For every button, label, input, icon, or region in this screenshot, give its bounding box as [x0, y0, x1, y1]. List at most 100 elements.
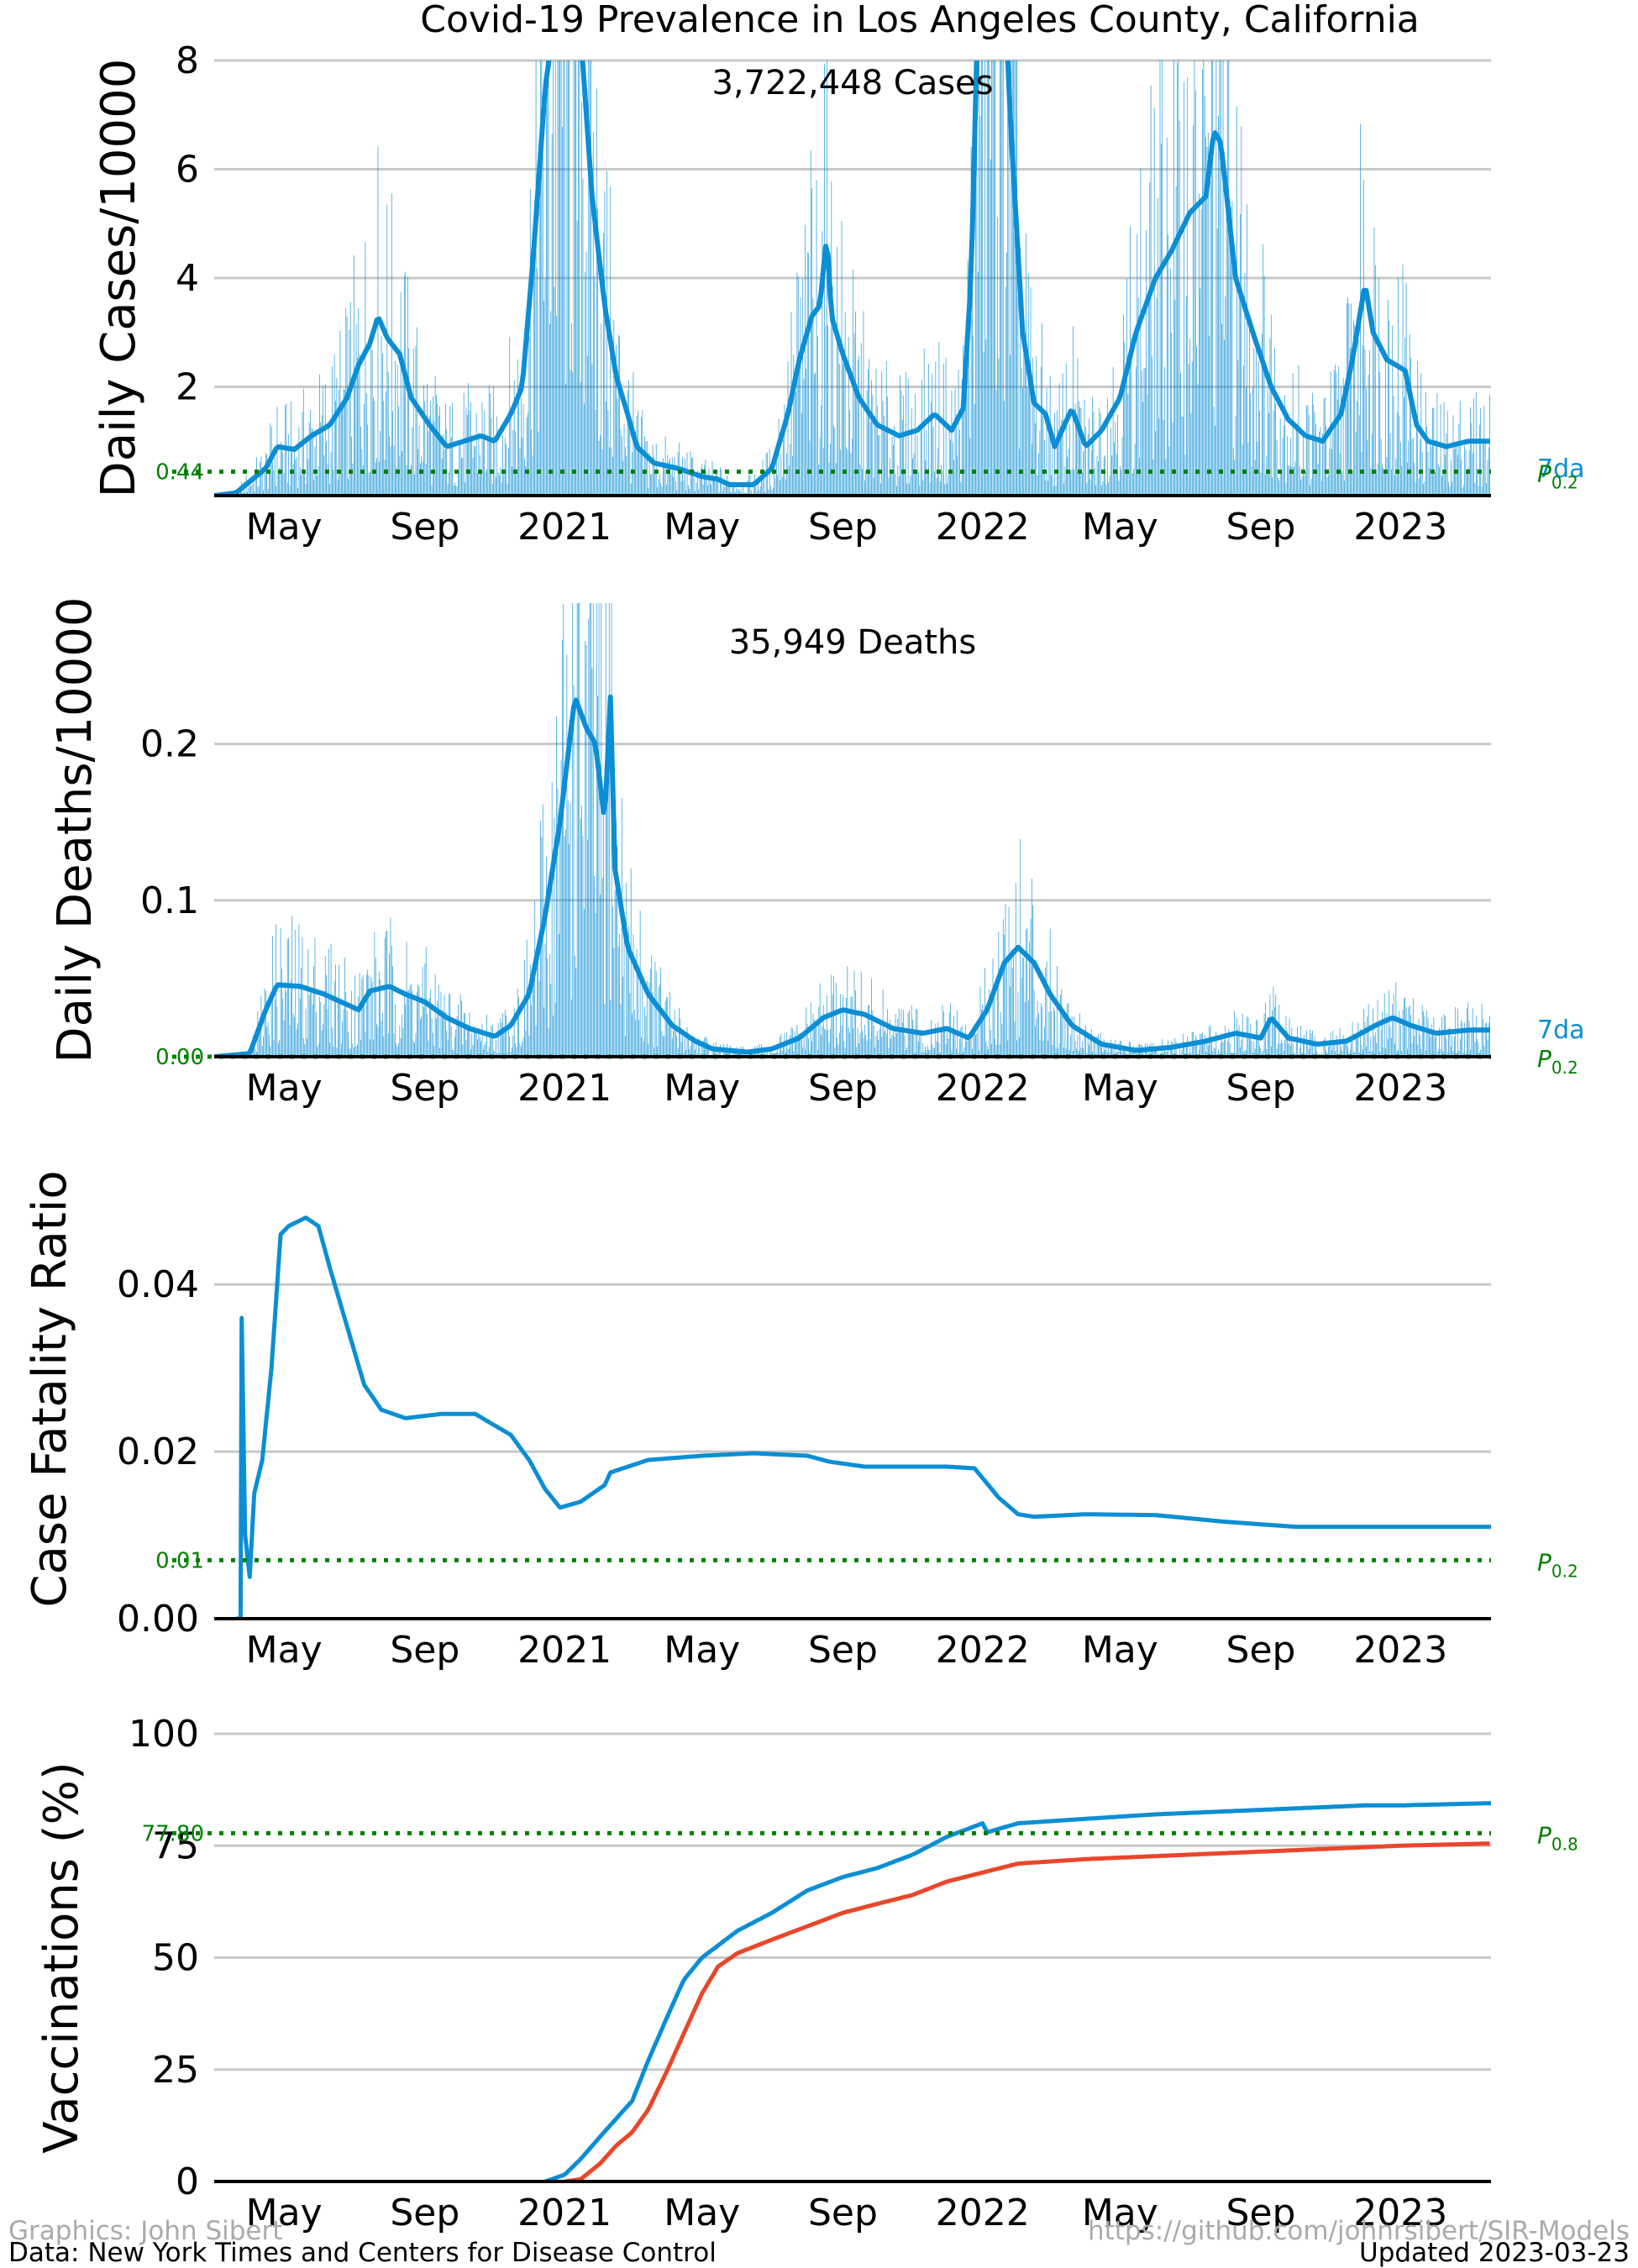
daily-bar: [1450, 460, 1452, 496]
daily-bar: [541, 60, 543, 496]
daily-bar: [506, 1015, 507, 1057]
daily-bar: [319, 996, 320, 1057]
daily-bar: [1117, 414, 1118, 496]
daily-bar: [466, 414, 468, 496]
daily-bar: [1386, 457, 1388, 496]
daily-bar: [1373, 227, 1375, 496]
daily-bar: [1369, 1051, 1370, 1057]
daily-bar: [466, 1024, 468, 1057]
daily-bar: [1432, 1030, 1433, 1057]
daily-bar: [1261, 333, 1263, 496]
daily-bar: [1342, 377, 1344, 496]
daily-bar: [1415, 481, 1416, 496]
daily-bar: [362, 465, 364, 496]
daily-bar: [580, 818, 581, 1057]
daily-bar: [274, 999, 276, 1057]
daily-bar: [1489, 394, 1491, 496]
x-tick-label: May: [246, 2192, 323, 2234]
daily-bar: [1310, 479, 1312, 496]
daily-bar: [1299, 466, 1300, 496]
daily-bar: [843, 349, 845, 496]
daily-bar: [783, 1044, 784, 1057]
daily-bar: [851, 996, 853, 1057]
daily-bar: [1146, 1049, 1147, 1057]
daily-bar: [507, 447, 509, 496]
daily-bar: [358, 996, 360, 1057]
daily-bar: [1452, 1051, 1454, 1057]
daily-bar: [1339, 453, 1341, 496]
daily-bar: [474, 444, 475, 496]
daily-bar: [427, 1014, 428, 1057]
daily-bar: [732, 1050, 733, 1057]
daily-bar: [1474, 1042, 1476, 1057]
daily-bar: [799, 366, 800, 496]
daily-bar: [872, 1010, 874, 1057]
daily-bar: [795, 1035, 796, 1057]
x-tick-label: 2021: [517, 1067, 612, 1110]
daily-bar: [832, 286, 833, 496]
daily-bar: [1131, 338, 1132, 496]
y-axis-label: Daily Deaths/10000: [48, 596, 102, 1063]
daily-bar: [1092, 1051, 1093, 1057]
daily-bar: [438, 415, 439, 496]
daily-bar: [1203, 60, 1205, 496]
daily-bar: [607, 410, 609, 496]
daily-bar: [286, 482, 288, 496]
daily-bar: [986, 60, 988, 496]
daily-bar: [1206, 1042, 1208, 1057]
daily-bar: [491, 1024, 493, 1057]
daily-bar: [982, 60, 984, 496]
daily-bar: [499, 1052, 500, 1057]
daily-bar: [997, 217, 998, 496]
daily-bar: [1248, 1036, 1250, 1057]
daily-bar: [1123, 1048, 1124, 1057]
daily-bar: [1341, 1050, 1343, 1057]
daily-bar: [544, 943, 546, 1057]
daily-bar: [847, 449, 848, 496]
daily-bar: [1458, 1051, 1460, 1057]
daily-bar: [632, 1013, 633, 1057]
daily-bar: [680, 1042, 682, 1057]
daily-bar: [641, 1037, 642, 1057]
daily-bar: [904, 1034, 906, 1057]
daily-bar: [545, 857, 547, 1057]
daily-bar: [1080, 407, 1082, 496]
daily-bar: [443, 433, 444, 496]
daily-bar: [922, 1042, 924, 1057]
daily-bar: [891, 435, 893, 496]
daily-bar: [927, 1045, 928, 1057]
daily-bar: [825, 325, 827, 496]
daily-bar: [1304, 475, 1305, 496]
daily-bar: [680, 481, 682, 496]
daily-bar: [759, 486, 761, 496]
daily-bar: [644, 1006, 645, 1057]
daily-bar: [1448, 482, 1449, 496]
daily-bar: [990, 1030, 991, 1057]
fully-vaccinated-line: [564, 1841, 1490, 2181]
x-tick-label: 2022: [936, 506, 1030, 549]
daily-bar: [1190, 412, 1192, 496]
daily-bar: [959, 429, 960, 496]
daily-bar: [1084, 399, 1085, 496]
daily-bar: [991, 60, 993, 496]
daily-bar: [1471, 1027, 1473, 1057]
daily-bar: [428, 998, 430, 1057]
daily-bar: [424, 401, 426, 496]
daily-bar: [449, 993, 451, 1057]
daily-bar: [964, 365, 966, 496]
daily-bar: [808, 1037, 809, 1057]
daily-bar: [387, 371, 389, 496]
daily-bar: [1257, 1037, 1259, 1057]
daily-bar: [282, 999, 284, 1057]
x-tick-label: 2021: [517, 1629, 612, 1672]
daily-bar: [1374, 265, 1376, 496]
repo-link[interactable]: https://github.com/johnrsibert/SIR-Model…: [1087, 2216, 1630, 2246]
daily-bar: [408, 990, 410, 1057]
daily-bar: [1065, 1048, 1067, 1057]
daily-bar: [928, 1049, 930, 1057]
plot-area: [214, 603, 1491, 1057]
daily-bar: [535, 60, 537, 496]
daily-bar: [1127, 393, 1129, 496]
daily-bar: [488, 1047, 490, 1057]
daily-bar: [1194, 1040, 1195, 1057]
